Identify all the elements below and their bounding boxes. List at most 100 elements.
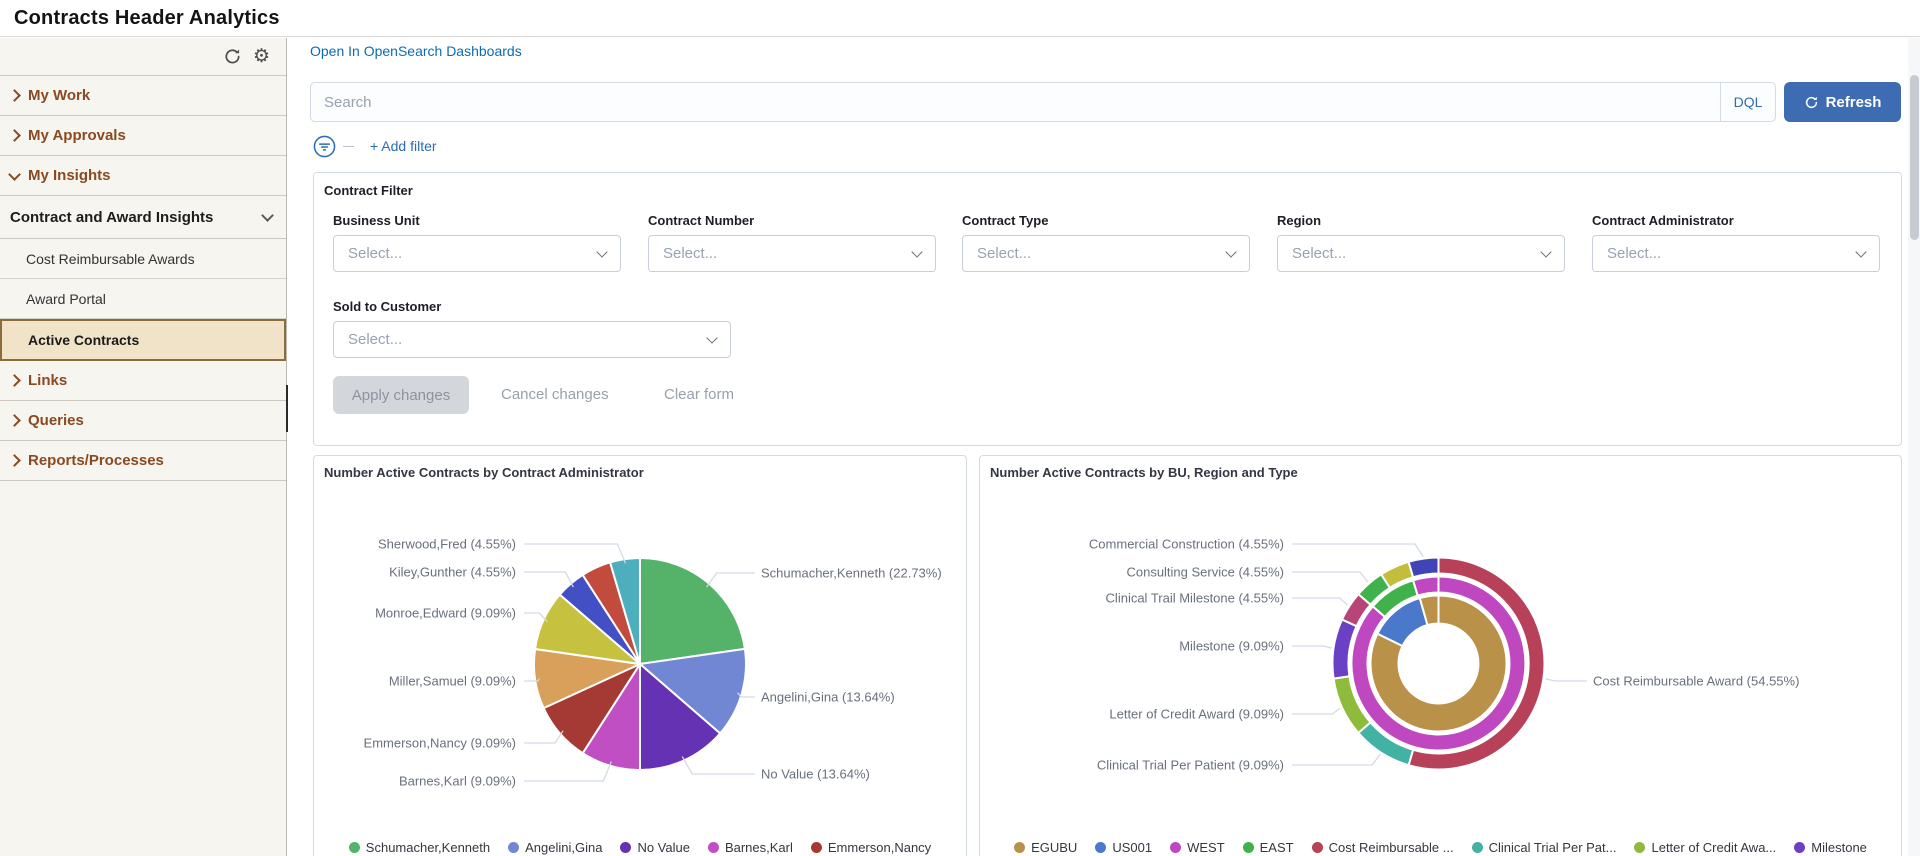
slice-label: Clinical Trail Milestone (4.55%) — [1105, 590, 1284, 606]
legend-color-dot — [1311, 842, 1323, 853]
legend-item[interactable]: Clinical Trial Per Pat... — [1471, 840, 1617, 855]
legend-label: Milestone — [1811, 840, 1867, 855]
sidebar-item-label: Award Portal — [26, 290, 106, 307]
sunburst-chart — [1292, 543, 1587, 771]
legend-item[interactable]: Schumacher,Kenneth — [348, 840, 491, 855]
legend-item[interactable]: Letter of Credit Awa... — [1634, 840, 1776, 855]
ring-segment-commercial-construction[interactable] — [1407, 556, 1440, 579]
ring-segment-west[interactable] — [1412, 575, 1440, 597]
dql-mode-button[interactable]: DQL — [1720, 83, 1775, 121]
sidebar-section-my-insights[interactable]: My Insights — [0, 156, 286, 196]
sidebar-item-cost-reimbursable-awards[interactable]: Cost Reimbursable Awards — [0, 239, 286, 279]
add-filter-link[interactable]: + Add filter — [370, 138, 437, 154]
search-input[interactable]: Search — [324, 93, 372, 111]
slice-label: Miller,Samuel (9.09%) — [388, 673, 516, 689]
select-dropdown-contract-administrator[interactable]: Select... — [1592, 235, 1880, 272]
select-value: Select... — [348, 245, 403, 262]
refresh-icon[interactable] — [223, 47, 242, 66]
label-leader-line — [1292, 707, 1341, 715]
refresh-button[interactable]: Refresh — [1784, 82, 1901, 122]
legend-label: Clinical Trial Per Pat... — [1488, 840, 1617, 855]
filter-field-label: Sold to Customer — [333, 299, 442, 314]
legend-color-dot — [1170, 842, 1182, 853]
gear-icon[interactable]: ⚙ — [252, 46, 270, 67]
slice-label: Cost Reimbursable Award (54.55%) — [1593, 673, 1800, 689]
ring-segment-egubu[interactable] — [1418, 594, 1440, 626]
refresh-arrow-icon — [1805, 96, 1817, 108]
cancel-changes-button[interactable]: Cancel changes — [501, 376, 609, 414]
sidebar-section-reports-processes[interactable]: Reports/Processes — [0, 441, 286, 481]
legend-label: No Value — [637, 840, 690, 855]
contract-filter-panel: Contract Filter Business Unit Select... Co… — [313, 172, 1902, 446]
legend-label: Schumacher,Kenneth — [365, 840, 491, 855]
slice-label: Emmerson,Nancy (9.09%) — [363, 735, 516, 751]
clear-form-button[interactable]: Clear form — [664, 376, 734, 414]
chevron-down-icon — [1225, 245, 1237, 258]
legend-label: Barnes,Karl — [724, 840, 793, 855]
sidebar-item-active-contracts[interactable]: Active Contracts — [0, 319, 286, 361]
slice-label: Monroe,Edward (9.09%) — [375, 605, 516, 621]
legend-item[interactable]: Emmerson,Nancy — [810, 840, 931, 855]
pie-slice-angelini-gina[interactable] — [639, 647, 747, 735]
vertical-scrollbar[interactable] — [1908, 38, 1920, 856]
sidebar-navigation: My Work My Approvals My Insights Contract a… — [0, 76, 286, 481]
sidebar-section-my-approvals[interactable]: My Approvals — [0, 116, 286, 156]
legend-item[interactable]: Milestone — [1794, 840, 1867, 855]
sidebar-group-contract-and-award-insights[interactable]: Contract and Award Insights — [0, 196, 286, 239]
sidebar-section-label: My Work — [28, 87, 91, 104]
chevron-down-icon — [1855, 245, 1867, 258]
legend-item[interactable]: Angelini,Gina — [508, 840, 602, 855]
apply-changes-button[interactable]: Apply changes — [333, 376, 469, 414]
legend-item[interactable]: Barnes,Karl — [707, 840, 793, 855]
select-value: Select... — [348, 331, 403, 348]
chevron-right-icon — [8, 89, 21, 102]
sidebar-section-label: Queries — [28, 412, 84, 429]
pie-slice-sherwood-fred[interactable] — [609, 557, 641, 665]
label-leader-line — [706, 572, 755, 588]
filter-field-contract-number: Contract Number Select... — [648, 213, 936, 272]
select-dropdown-business-unit[interactable]: Select... — [333, 235, 621, 272]
legend-item[interactable]: US001 — [1095, 840, 1152, 855]
legend-label: US001 — [1112, 840, 1153, 855]
chevron-down-icon — [261, 209, 274, 222]
select-dropdown-region[interactable]: Select... — [1277, 235, 1565, 272]
sidebar-section-queries[interactable]: Queries — [0, 401, 286, 441]
legend-item[interactable]: No Value — [620, 840, 690, 855]
chart-title: Number Active Contracts by Contract Admi… — [324, 465, 644, 480]
chevron-down-icon — [706, 331, 718, 344]
ring-segment-egubu[interactable] — [1369, 594, 1508, 733]
sidebar-section-links[interactable]: Links — [0, 361, 286, 401]
label-leader-line — [1292, 571, 1369, 583]
filter-circle-icon[interactable] — [313, 135, 336, 158]
label-leader-line — [1292, 543, 1424, 557]
legend-label: Angelini,Gina — [525, 840, 603, 855]
filter-field-region: Region Select... — [1277, 213, 1565, 272]
label-leader-line — [524, 543, 627, 564]
legend-item[interactable]: WEST — [1170, 840, 1225, 855]
sidebar-item-award-portal[interactable]: Award Portal — [0, 279, 286, 319]
filter-field-business-unit: Business Unit Select... — [333, 213, 621, 272]
sidebar-section-my-work[interactable]: My Work — [0, 76, 286, 116]
select-dropdown-contract-number[interactable]: Select... — [648, 235, 936, 272]
legend-item[interactable]: Cost Reimbursable ... — [1311, 840, 1454, 855]
legend-label: EGUBU — [1031, 840, 1078, 855]
select-value: Select... — [1607, 245, 1662, 262]
legend-item[interactable]: EAST — [1242, 840, 1294, 855]
search-bar[interactable]: Search DQL — [310, 82, 1776, 122]
legend-color-dot — [1242, 842, 1254, 853]
scrollbar-thumb[interactable] — [1909, 75, 1919, 240]
ring-segment-west[interactable] — [1350, 575, 1527, 752]
filter-field-label: Business Unit — [333, 213, 420, 228]
filter-pill-placeholder — [343, 145, 354, 147]
pie-slice-schumacher-kenneth[interactable] — [639, 557, 746, 665]
sidebar: ⚙ My Work My Approvals My Insights Contract… — [0, 38, 287, 856]
sidebar-section-label: My Approvals — [28, 127, 126, 144]
legend-item[interactable]: EGUBU — [1014, 840, 1077, 855]
slice-label: Angelini,Gina (13.64%) — [761, 689, 895, 705]
select-dropdown-sold-to-customer[interactable]: Select... — [333, 321, 731, 358]
select-dropdown-contract-type[interactable]: Select... — [962, 235, 1250, 272]
select-value: Select... — [1292, 245, 1347, 262]
chevron-down-icon — [596, 245, 608, 258]
legend-color-dot — [348, 842, 360, 853]
open-in-opensearch-link[interactable]: Open In OpenSearch Dashboards — [310, 43, 522, 59]
